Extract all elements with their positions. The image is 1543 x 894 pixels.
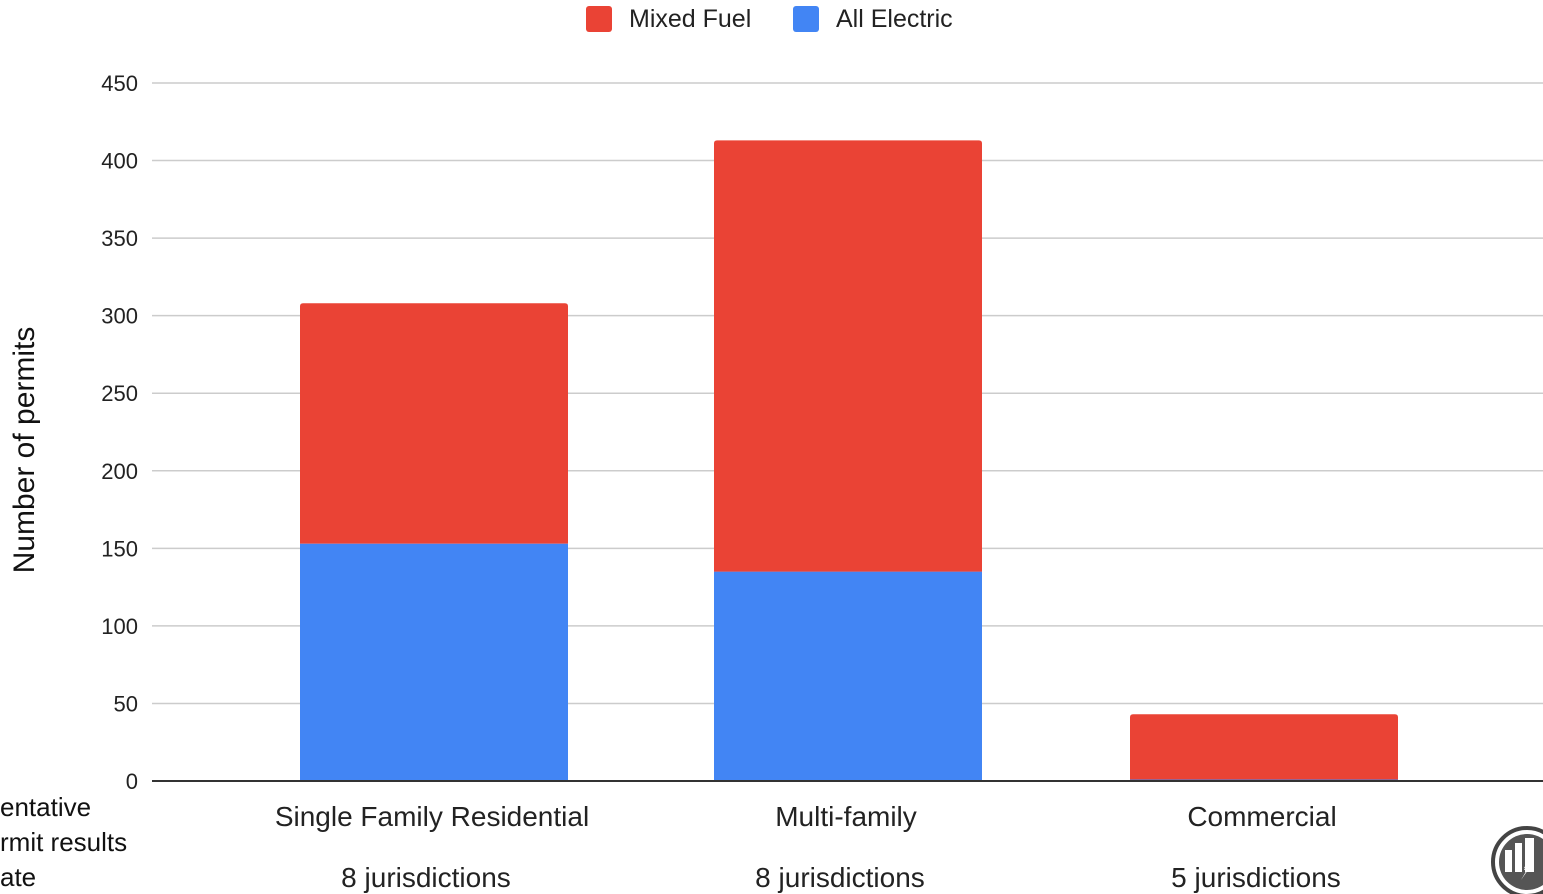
legend: Mixed Fuel All Electric bbox=[586, 5, 953, 33]
y-tick-label: 200 bbox=[101, 459, 138, 484]
legend-label: All Electric bbox=[836, 5, 953, 33]
bar-mixed-fuel bbox=[300, 303, 568, 544]
bars bbox=[300, 140, 1398, 781]
y-tick-label: 300 bbox=[101, 304, 138, 329]
y-axis-label: Number of permits bbox=[8, 327, 41, 574]
x-category-label: Multi-family bbox=[775, 801, 917, 832]
side-caption: entative rmit results ate bbox=[0, 792, 127, 892]
bar-all-electric bbox=[300, 543, 568, 781]
side-caption-line: ate bbox=[0, 862, 36, 892]
bar-mixed-fuel bbox=[714, 140, 982, 572]
bar-mixed-fuel bbox=[1130, 714, 1398, 780]
y-tick-label: 150 bbox=[101, 536, 138, 561]
y-tick-label: 450 bbox=[101, 71, 138, 96]
y-axis-ticks: 0 50 100 150 200 250 300 350 400 450 bbox=[101, 71, 138, 794]
y-tick-label: 350 bbox=[101, 226, 138, 251]
x-category-label: Commercial bbox=[1187, 801, 1336, 832]
legend-swatch bbox=[793, 6, 819, 32]
legend-swatch bbox=[586, 6, 612, 32]
x-axis-categories: Single Family Residential 8 jurisdictions… bbox=[275, 801, 1341, 893]
y-tick-label: 50 bbox=[114, 691, 138, 716]
building-lightning-logo-icon bbox=[1491, 826, 1543, 894]
legend-label: Mixed Fuel bbox=[629, 5, 751, 33]
x-category-note: 8 jurisdictions bbox=[755, 862, 925, 893]
y-tick-label: 0 bbox=[126, 769, 138, 794]
side-caption-line: entative bbox=[0, 792, 91, 822]
y-tick-label: 100 bbox=[101, 614, 138, 639]
y-tick-label: 250 bbox=[101, 381, 138, 406]
y-tick-label: 400 bbox=[101, 149, 138, 174]
x-category-label: Single Family Residential bbox=[275, 801, 589, 832]
x-category-note: 8 jurisdictions bbox=[341, 862, 511, 893]
bar-all-electric bbox=[714, 571, 982, 781]
x-category-note: 5 jurisdictions bbox=[1171, 862, 1341, 893]
side-caption-line: rmit results bbox=[0, 827, 127, 857]
